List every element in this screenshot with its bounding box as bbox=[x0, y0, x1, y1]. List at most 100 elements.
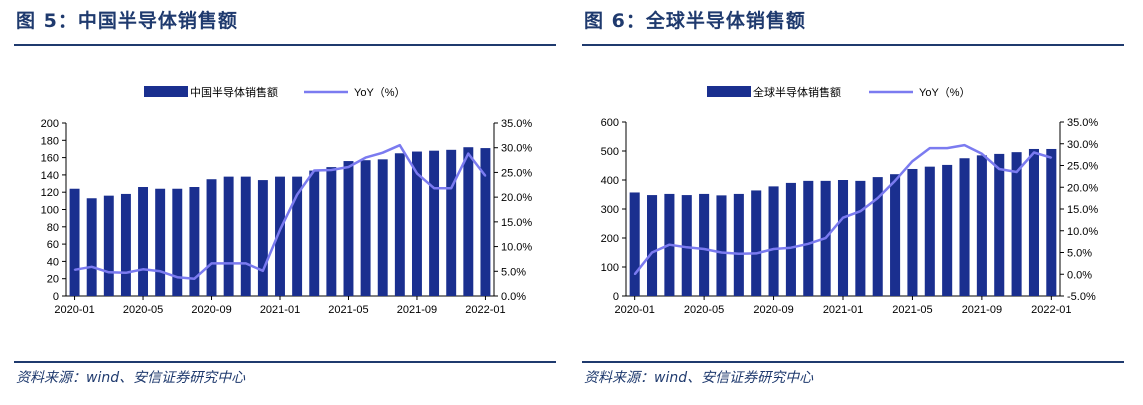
bar bbox=[206, 179, 217, 296]
yoy-point bbox=[125, 271, 127, 274]
yoy-point bbox=[998, 168, 1001, 170]
yoy-point bbox=[193, 277, 196, 280]
top-divider bbox=[582, 44, 1124, 46]
bar bbox=[907, 168, 918, 296]
bar bbox=[480, 148, 491, 296]
right-tick-label: 30.0% bbox=[1067, 139, 1098, 151]
yoy-point bbox=[296, 193, 298, 196]
yoy-point bbox=[668, 243, 671, 246]
bar bbox=[994, 153, 1005, 296]
bar bbox=[172, 188, 183, 296]
bar bbox=[138, 187, 149, 296]
yoy-point bbox=[279, 228, 281, 231]
left-tick-label: 100 bbox=[41, 205, 59, 217]
chart-panel-china: 图 5：中国半导体销售额 中国半导体销售额 YoY（%） 0 20 40 60 80 100 1… bbox=[14, 0, 556, 405]
left-tick-label: 0 bbox=[53, 291, 59, 303]
bar bbox=[924, 166, 935, 296]
x-tick-label: 2021-09 bbox=[962, 304, 1002, 316]
bottom-divider bbox=[14, 361, 556, 363]
left-tick-label: 120 bbox=[41, 187, 59, 199]
chart-global-semiconductor-sales: 全球半导体销售额 YoY（%） 0 100 200 300 400 500 600 -5.0% 0.… bbox=[601, 85, 1099, 316]
bar bbox=[463, 147, 474, 296]
right-tick-label: 15.0% bbox=[1067, 204, 1098, 216]
right-tick-label: 0.0% bbox=[501, 291, 526, 303]
yoy-point bbox=[790, 246, 792, 249]
x-tick-label: 2020-01 bbox=[614, 304, 654, 316]
yoy-point bbox=[450, 187, 453, 190]
left-tick-label: 300 bbox=[601, 204, 619, 216]
bar bbox=[394, 153, 405, 296]
right-tick-label: 5.0% bbox=[501, 266, 526, 278]
legend-line-label: YoY（%） bbox=[354, 86, 406, 99]
yoy-point bbox=[1033, 151, 1035, 154]
bar bbox=[240, 176, 251, 296]
yoy-point bbox=[210, 262, 213, 265]
x-tick-label: 2021-01 bbox=[823, 304, 863, 316]
bar bbox=[223, 176, 234, 296]
bar bbox=[768, 186, 779, 296]
yoy-point bbox=[1015, 171, 1018, 173]
right-tick-label: -5.0% bbox=[1067, 291, 1096, 303]
yoy-point bbox=[330, 169, 333, 171]
bar bbox=[1028, 148, 1039, 296]
yoy-point bbox=[159, 270, 161, 273]
x-tick-label: 2022-01 bbox=[465, 304, 505, 316]
yoy-point bbox=[755, 252, 757, 255]
x-tick-label: 2022-01 bbox=[1031, 304, 1071, 316]
yoy-point bbox=[484, 175, 487, 177]
bar bbox=[890, 174, 901, 296]
bar bbox=[785, 182, 796, 296]
x-tick-label: 2021-01 bbox=[260, 304, 300, 316]
bar bbox=[275, 176, 285, 296]
yoy-point bbox=[227, 262, 230, 265]
chart-title: 图 6：全球半导体销售额 bbox=[584, 10, 806, 32]
x-tick-label: 2020-09 bbox=[753, 304, 793, 316]
bar bbox=[377, 159, 388, 296]
yoy-point bbox=[633, 273, 636, 276]
bar bbox=[803, 180, 814, 296]
right-tick-label: 10.0% bbox=[1067, 226, 1098, 238]
yoy-point bbox=[772, 248, 775, 250]
yoy-point bbox=[381, 151, 384, 154]
left-tick-label: 80 bbox=[47, 222, 59, 234]
left-tick-label: 100 bbox=[601, 262, 619, 274]
left-tick-label: 200 bbox=[601, 233, 619, 245]
left-tick-label: 40 bbox=[47, 256, 59, 268]
yoy-point bbox=[364, 156, 367, 159]
bar bbox=[103, 195, 114, 296]
yoy-point bbox=[876, 197, 879, 199]
bar bbox=[429, 150, 440, 296]
yoy-point bbox=[842, 216, 844, 219]
chart-title: 图 5：中国半导体销售额 bbox=[16, 10, 238, 32]
source-note: 资料来源：wind、安信证券研究中心 bbox=[16, 370, 246, 386]
right-tick-label: 20.0% bbox=[501, 192, 532, 204]
yoy-point bbox=[929, 147, 931, 149]
legend-bar-swatch bbox=[144, 86, 188, 97]
yoy-point bbox=[262, 269, 264, 272]
left-tick-label: 200 bbox=[41, 118, 59, 130]
bar bbox=[959, 158, 970, 296]
bar bbox=[872, 177, 883, 296]
source-note: 资料来源：wind、安信证券研究中心 bbox=[584, 370, 814, 386]
bar bbox=[86, 198, 97, 296]
legend-bar-swatch bbox=[707, 86, 751, 97]
yoy-point bbox=[467, 152, 470, 155]
bar bbox=[360, 160, 371, 296]
bar bbox=[976, 155, 987, 296]
yoy-point bbox=[981, 152, 983, 155]
left-tick-label: 500 bbox=[601, 146, 619, 158]
x-tick-label: 2020-05 bbox=[123, 304, 163, 316]
yoy-point bbox=[347, 166, 350, 168]
legend-bar-label: 中国半导体销售额 bbox=[190, 85, 278, 99]
chart-china-semiconductor-sales: 中国半导体销售额 YoY（%） 0 20 40 60 80 100 120 140 160 180 20… bbox=[41, 85, 533, 316]
bar bbox=[681, 195, 692, 296]
yoy-point bbox=[244, 262, 247, 265]
bar bbox=[751, 190, 762, 296]
yoy-point bbox=[90, 266, 93, 268]
right-tick-label: 35.0% bbox=[1067, 117, 1098, 129]
x-tick-label: 2021-09 bbox=[397, 304, 437, 316]
legend-bar-label: 全球半导体销售额 bbox=[753, 85, 841, 99]
left-tick-label: 600 bbox=[601, 117, 619, 129]
top-divider bbox=[14, 44, 556, 46]
bar bbox=[343, 161, 354, 296]
